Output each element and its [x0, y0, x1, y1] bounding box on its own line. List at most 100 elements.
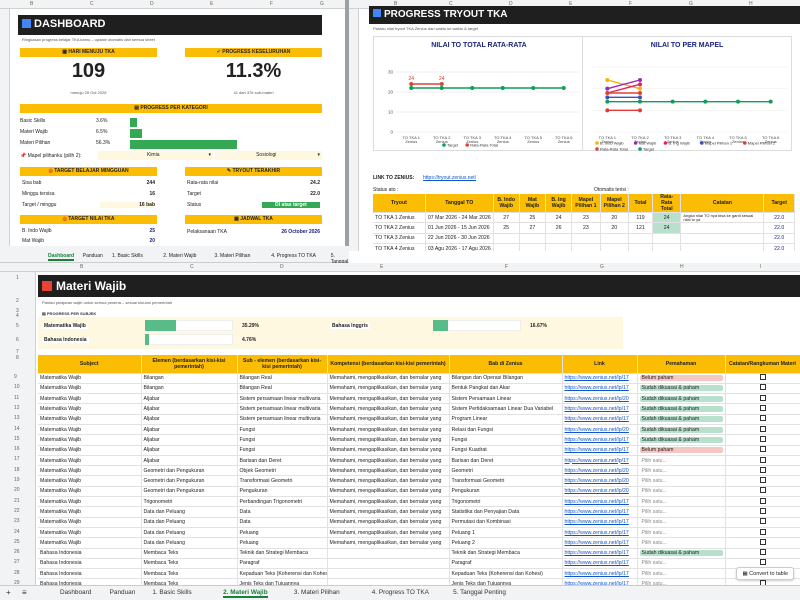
tryout-cell[interactable]: 20	[600, 212, 629, 224]
tryout-cell[interactable]: 23	[571, 212, 601, 224]
checkbox-cell[interactable]	[725, 537, 800, 549]
wajib-cell[interactable]: Data dan Peluang	[141, 537, 238, 549]
pemahaman-dropdown[interactable]: Belum paham	[639, 447, 723, 454]
checkbox[interactable]	[759, 518, 766, 525]
pemahaman-dropdown[interactable]: Pilih satu...	[641, 488, 667, 495]
wajib-cell[interactable]: Geometri dan Pengukuran	[141, 465, 238, 477]
wajib-cell[interactable]: Aljabar	[141, 393, 238, 405]
sheet-tab[interactable]: Panduan	[109, 589, 136, 596]
checkbox-cell[interactable]	[725, 445, 800, 456]
sheet-tab[interactable]: Dashboard	[60, 589, 92, 596]
checkbox-cell[interactable]	[725, 527, 800, 539]
pemahaman-dropdown[interactable]: Pilih satu...	[641, 498, 667, 505]
link-cell[interactable]: https://www.zenius.net/lp/20	[562, 393, 638, 405]
tryout-cell[interactable]: 22.0	[763, 243, 795, 251]
checkbox-cell[interactable]	[725, 465, 800, 477]
wajib-cell[interactable]: Aljabar	[141, 445, 238, 456]
wajib-cell[interactable]: Bilangan dan Operasi Bilangan	[449, 373, 563, 384]
tryout-cell[interactable]	[493, 243, 520, 251]
tryout-cell[interactable]: 01 Jun 2026 - 15 Jun 2026	[425, 222, 494, 234]
pemahaman-dropdown[interactable]: Pilih satu...	[641, 560, 667, 567]
wajib-cell[interactable]: Memahami, mengaplikasikan, dan bernalar …	[327, 445, 450, 456]
tryout-cell[interactable]: 07 Mar 2026 - 24 Mar 2026	[425, 212, 494, 224]
pemahaman-cell[interactable]: Belum paham	[637, 373, 726, 384]
link-cell[interactable]: https://www.zenius.net/lp/17	[562, 455, 638, 467]
pemahaman-dropdown[interactable]: Pilih satu...	[640, 581, 723, 587]
wajib-cell[interactable]: Bahasa Indonesia	[38, 558, 142, 570]
wajib-cell[interactable]: Transformasi Geometri	[237, 475, 328, 487]
tryout-cell[interactable]	[545, 243, 573, 251]
link-cell[interactable]: https://www.zenius.net/lp/17	[562, 506, 638, 518]
pemahaman-dropdown[interactable]: Pilih satu...	[641, 478, 667, 485]
pemahaman-dropdown[interactable]: Belum paham	[639, 375, 723, 382]
pemahaman-cell[interactable]: Sudah dikuasai & paham	[637, 414, 726, 425]
tryout-cell[interactable]: 26	[545, 222, 573, 234]
wajib-cell[interactable]: Matematika Wajib	[38, 434, 142, 446]
tryout-cell[interactable]: 22.0	[763, 222, 795, 234]
pemahaman-cell[interactable]: Pilih satu...	[637, 465, 726, 477]
checkbox[interactable]	[759, 528, 766, 535]
wajib-cell[interactable]: Bentuk Pangkat dan Akar	[449, 383, 563, 395]
tryout-cell[interactable]: Angka nilai TO nya bisa ke ganti sesuai …	[680, 212, 765, 224]
tryout-cell[interactable]	[652, 233, 682, 244]
tryout-cell[interactable]	[519, 233, 547, 244]
wajib-cell[interactable]: Permutasi dan Kombinasi	[449, 517, 563, 528]
link-cell[interactable]: https://www.zenius.net/lp/17	[562, 558, 638, 570]
sheet-tab[interactable]: Dashboard	[48, 253, 75, 261]
tryout-cell[interactable]: TO TKA 4 Zenius	[373, 243, 426, 251]
link-cell[interactable]: https://www.zenius.net/lp/17	[562, 548, 638, 559]
wajib-cell[interactable]: Kepaduan Teks (Koherensi dan Kohesi)	[237, 568, 328, 580]
tryout-cell[interactable]: 24	[652, 212, 682, 224]
sheet-tab[interactable]: 4. Progress TO TKA	[271, 253, 316, 259]
wajib-cell[interactable]: Bilangan Real	[237, 383, 328, 395]
wajib-cell[interactable]: Memahami, mengaplikasikan, dan bernalar …	[327, 527, 450, 539]
wajib-cell[interactable]: Memahami, mengaplikasikan, dan bernalar …	[327, 424, 450, 436]
wajib-cell[interactable]: Peluang 2	[449, 537, 563, 549]
wajib-cell[interactable]	[327, 548, 450, 559]
wajib-cell[interactable]: Memahami, mengaplikasikan, dan bernalar …	[327, 496, 450, 508]
tryout-cell[interactable]: 121	[628, 222, 654, 234]
tryout-cell[interactable]: TO TKA 2 Zenius	[373, 222, 426, 234]
pemahaman-dropdown[interactable]: Pilih satu...	[641, 529, 667, 536]
wajib-cell[interactable]: Bilangan	[141, 373, 238, 384]
pemahaman-cell[interactable]: Belum paham	[637, 445, 726, 456]
wajib-cell[interactable]: Matematika Wajib	[38, 383, 142, 395]
tryout-cell[interactable]: 25	[493, 222, 520, 234]
wajib-cell[interactable]: Memahami, mengaplikasikan, dan bernalar …	[327, 434, 450, 446]
wajib-cell[interactable]: Geometri dan Pengukuran	[141, 475, 238, 487]
wajib-cell[interactable]: Aljabar	[141, 434, 238, 446]
checkbox[interactable]	[759, 405, 766, 412]
wajib-cell[interactable]: Pengukuran	[237, 486, 328, 498]
pemahaman-dropdown[interactable]: Sudah dikuasai & paham	[639, 385, 723, 392]
wajib-cell[interactable]: Statistika dan Penyajian Data	[449, 506, 563, 518]
wajib-cell[interactable]: Matematika Wajib	[38, 537, 142, 549]
wajib-cell[interactable]: Membaca Teks	[141, 568, 238, 580]
wajib-cell[interactable]: Memahami, mengaplikasikan, dan bernalar …	[327, 455, 450, 467]
pemahaman-dropdown[interactable]: Sudah dikuasai & paham	[639, 406, 723, 413]
checkbox[interactable]	[759, 374, 766, 381]
wajib-cell[interactable]: Teknik dan Strategi Membaca	[237, 548, 328, 559]
tryout-cell[interactable]: 119	[628, 212, 654, 224]
tryout-cell[interactable]	[680, 233, 765, 244]
checkbox-cell[interactable]	[725, 424, 800, 436]
pemahaman-cell[interactable]: Pilih satu...	[637, 486, 726, 498]
tryout-cell[interactable]: 03 Agu 2026 - 17 Agu 2026	[425, 243, 494, 251]
wajib-cell[interactable]: Sistem Pertidaksamaan Linear Dua Variabe…	[449, 403, 563, 415]
pemahaman-cell[interactable]: Sudah dikuasai & paham	[637, 424, 726, 436]
wajib-cell[interactable]: Aljabar	[141, 414, 238, 425]
pemahaman-cell[interactable]: Pilih satu...	[637, 475, 726, 487]
wajib-cell[interactable]: Memahami, mengaplikasikan, dan bernalar …	[327, 506, 450, 518]
checkbox[interactable]	[759, 425, 766, 432]
pemahaman-dropdown[interactable]: Sudah dikuasai & paham	[639, 436, 723, 443]
sheet-tab[interactable]: Panduan	[82, 253, 103, 259]
pemahaman-dropdown[interactable]: Sudah dikuasai & paham	[639, 395, 723, 402]
wajib-cell[interactable]: Geometri	[449, 465, 563, 477]
checkbox-cell[interactable]	[725, 393, 800, 405]
link-cell[interactable]: https://www.zenius.net/lp/20	[562, 465, 638, 477]
pemahaman-dropdown[interactable]: Pilih satu...	[641, 457, 667, 464]
wajib-cell[interactable]: Memahami, mengaplikasikan, dan bernalar …	[327, 383, 450, 395]
checkbox[interactable]	[759, 487, 766, 494]
wajib-cell[interactable]: Matematika Wajib	[38, 373, 142, 384]
tryout-cell[interactable]	[600, 233, 629, 244]
pemahaman-cell[interactable]: Pilih satu...	[637, 496, 726, 508]
